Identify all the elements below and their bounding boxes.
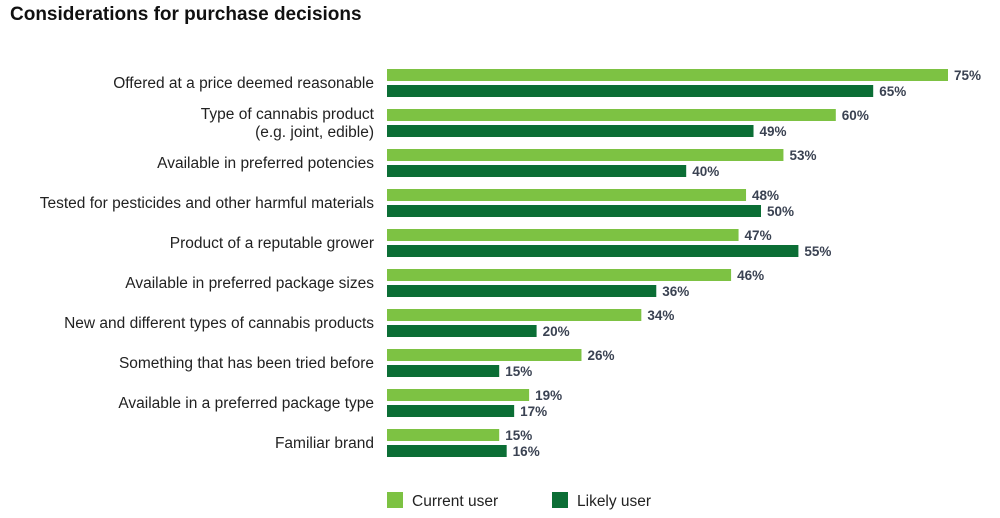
category-label-line: Something that has been tried before — [119, 355, 374, 372]
category-label-9: Familiar brand — [275, 435, 374, 452]
data-label-current-1: 60% — [842, 108, 869, 123]
bar-group-3: Tested for pesticides and other harmful … — [40, 188, 794, 219]
bar-current-6 — [387, 309, 642, 321]
data-label-likely-9: 16% — [513, 444, 540, 459]
bar-group-9: Familiar brand 15%16% — [275, 428, 540, 459]
category-label-line: Available in a preferred package type — [118, 395, 374, 412]
bar-likely-1 — [387, 125, 754, 137]
category-label-line: Available in preferred package sizes — [125, 275, 374, 292]
bar-current-3 — [387, 189, 747, 201]
bar-likely-9 — [387, 445, 507, 457]
bar-current-8 — [387, 389, 530, 401]
bar-likely-7 — [387, 365, 500, 377]
bar-group-2: Available in preferred potencies 53% 40% — [157, 148, 816, 179]
bar-current-2 — [387, 149, 784, 161]
data-label-likely-6: 20% — [543, 324, 570, 339]
category-label-6: New and different types of cannabis prod… — [64, 315, 374, 332]
data-label-likely-5: 36% — [662, 284, 689, 299]
data-label-current-4: 47% — [745, 228, 772, 243]
bar-likely-2 — [387, 165, 687, 177]
bar-current-1 — [387, 109, 836, 121]
category-label-line: (e.g. joint, edible) — [255, 124, 374, 141]
legend: Current user Likely user — [387, 492, 651, 510]
data-label-likely-1: 49% — [760, 124, 787, 139]
legend-label-1: Likely user — [577, 493, 651, 510]
chart-title: Considerations for purchase decisions — [10, 4, 362, 25]
category-label-line: Type of cannabis product — [201, 106, 375, 123]
data-label-likely-8: 17% — [520, 404, 547, 419]
data-label-current-5: 46% — [737, 268, 764, 283]
category-label-7: Something that has been tried before — [119, 355, 374, 372]
category-label-0: Offered at a price deemed reasonable — [113, 75, 374, 92]
data-label-current-9: 15% — [505, 428, 532, 443]
data-label-likely-4: 55% — [804, 244, 831, 259]
category-label-5: Available in preferred package sizes — [125, 275, 374, 292]
category-label-line: Familiar brand — [275, 435, 374, 452]
bar-current-5 — [387, 269, 732, 281]
legend-label-0: Current user — [412, 493, 498, 510]
bar-group-6: New and different types of cannabis prod… — [64, 308, 674, 339]
bar-group-8: Available in a preferred package type 19%… — [118, 388, 562, 419]
bar-likely-6 — [387, 325, 537, 337]
data-label-likely-3: 50% — [767, 204, 794, 219]
bar-likely-4 — [387, 245, 799, 257]
category-label-1: Type of cannabis product (e.g. joint, edi… — [201, 106, 375, 141]
data-label-current-8: 19% — [535, 388, 562, 403]
bar-likely-8 — [387, 405, 515, 417]
legend-swatch-0 — [387, 492, 403, 508]
bar-group-5: Available in preferred package sizes 46% 3… — [125, 268, 764, 299]
category-label-3: Tested for pesticides and other harmful … — [40, 195, 375, 212]
data-label-current-2: 53% — [789, 148, 816, 163]
category-label-8: Available in a preferred package type — [118, 395, 374, 412]
category-label-4: Product of a reputable grower — [170, 235, 374, 252]
bar-group-1: Type of cannabis product (e.g. joint, edi… — [201, 106, 869, 141]
bar-current-4 — [387, 229, 739, 241]
data-label-current-0: 75% — [954, 68, 981, 83]
data-label-current-3: 48% — [752, 188, 779, 203]
legend-swatch-1 — [552, 492, 568, 508]
category-label-line: New and different types of cannabis prod… — [64, 315, 374, 332]
bar-group-0: Offered at a price deemed reasonable 75% 6… — [113, 68, 981, 99]
bar-likely-0 — [387, 85, 874, 97]
data-label-likely-2: 40% — [692, 164, 719, 179]
bar-likely-3 — [387, 205, 761, 217]
bar-current-7 — [387, 349, 582, 361]
bar-group-4: Product of a reputable grower 47% 55% — [170, 228, 832, 259]
bar-group-7: Something that has been tried before 26% 1… — [119, 348, 615, 379]
bar-current-0 — [387, 69, 948, 81]
data-label-current-7: 26% — [587, 348, 614, 363]
category-label-2: Available in preferred potencies — [157, 155, 374, 172]
data-label-likely-7: 15% — [505, 364, 532, 379]
bar-likely-5 — [387, 285, 657, 297]
category-label-line: Product of a reputable grower — [170, 235, 374, 252]
category-label-line: Available in preferred potencies — [157, 155, 374, 172]
bar-current-9 — [387, 429, 500, 441]
data-label-likely-0: 65% — [879, 84, 906, 99]
data-label-current-6: 34% — [647, 308, 674, 323]
category-label-line: Offered at a price deemed reasonable — [113, 75, 374, 92]
category-label-line: Tested for pesticides and other harmful … — [40, 195, 375, 212]
